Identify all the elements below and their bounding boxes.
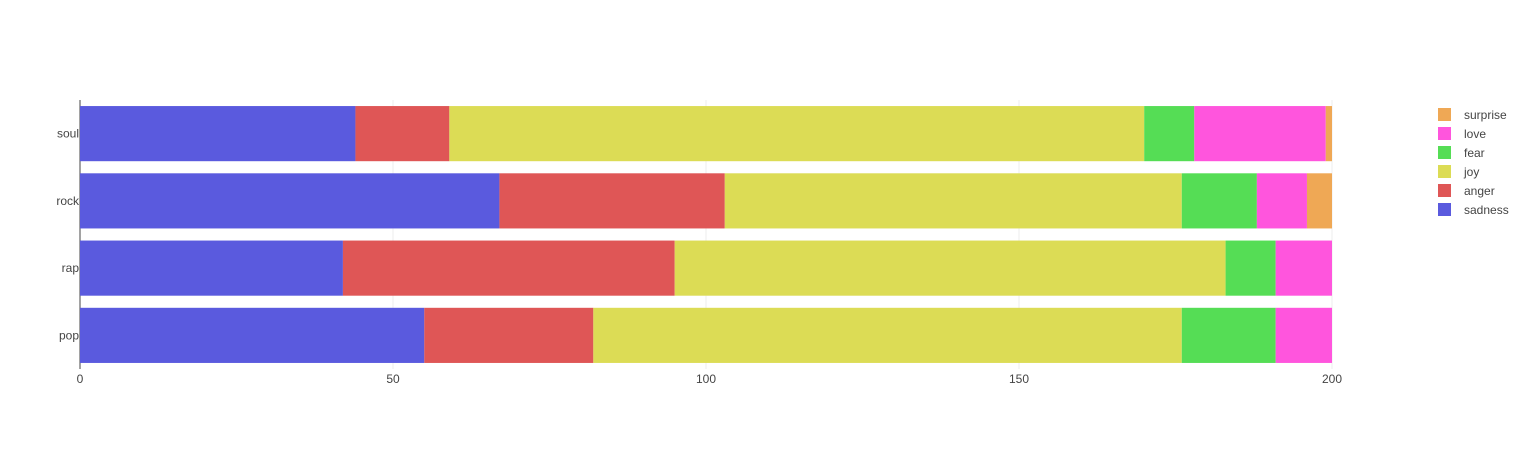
- y-tick-label-soul: soul: [57, 127, 79, 141]
- legend-label-sadness: sadness: [1464, 203, 1509, 217]
- legend-item-anger[interactable]: anger: [1438, 184, 1495, 198]
- legend-item-joy[interactable]: joy: [1438, 165, 1479, 179]
- bar-rap-love[interactable]: [1275, 240, 1332, 296]
- bar-rock-sadness[interactable]: [80, 173, 500, 229]
- legend-item-surprise[interactable]: surprise: [1438, 108, 1507, 122]
- legend-swatch-joy: [1438, 165, 1451, 178]
- bar-pop-love[interactable]: [1275, 307, 1332, 363]
- bar-rock-surprise[interactable]: [1306, 173, 1332, 229]
- x-tick-label-0: 0: [77, 372, 84, 386]
- bar-soul-sadness[interactable]: [80, 106, 356, 162]
- x-tick-label-2: 100: [696, 372, 716, 386]
- bar-pop-fear[interactable]: [1181, 307, 1276, 363]
- bar-pop-sadness[interactable]: [80, 307, 425, 363]
- x-axis-ticks: 0 50 100 150 200: [77, 372, 1343, 386]
- bar-soul-love[interactable]: [1194, 106, 1326, 162]
- bar-rock-love[interactable]: [1256, 173, 1307, 229]
- bar-rock-fear[interactable]: [1181, 173, 1257, 229]
- bar-soul-anger[interactable]: [355, 106, 450, 162]
- legend-item-sadness[interactable]: sadness: [1438, 203, 1509, 217]
- legend-swatch-surprise: [1438, 108, 1451, 121]
- y-tick-label-rap: rap: [62, 261, 80, 275]
- y-tick-label-pop: pop: [59, 328, 79, 342]
- bar-pop-joy[interactable]: [593, 307, 1182, 363]
- bar-rap-joy[interactable]: [674, 240, 1226, 296]
- bar-soul-surprise[interactable]: [1325, 106, 1332, 162]
- y-tick-label-rock: rock: [56, 194, 80, 208]
- bar-soul-fear[interactable]: [1144, 106, 1195, 162]
- bar-soul-joy[interactable]: [449, 106, 1145, 162]
- bars: [80, 106, 1332, 363]
- y-axis-ticks: pop rap rock soul: [56, 127, 80, 343]
- bar-rock-anger[interactable]: [499, 173, 725, 229]
- legend-swatch-fear: [1438, 146, 1451, 159]
- legend-swatch-anger: [1438, 184, 1451, 197]
- legend[interactable]: surprise love fear joy anger sadness: [1438, 108, 1509, 217]
- bar-rock-joy[interactable]: [724, 173, 1182, 229]
- legend-label-fear: fear: [1464, 146, 1485, 160]
- bar-rap-fear[interactable]: [1225, 240, 1276, 296]
- legend-label-anger: anger: [1464, 184, 1495, 198]
- bar-rap-anger[interactable]: [342, 240, 675, 296]
- legend-item-fear[interactable]: fear: [1438, 146, 1485, 160]
- legend-label-love: love: [1464, 127, 1486, 141]
- bar-rap-sadness[interactable]: [80, 240, 343, 296]
- legend-label-surprise: surprise: [1464, 108, 1507, 122]
- x-tick-label-1: 50: [386, 372, 400, 386]
- x-tick-label-4: 200: [1322, 372, 1342, 386]
- x-tick-label-3: 150: [1009, 372, 1029, 386]
- legend-item-love[interactable]: love: [1438, 127, 1486, 141]
- legend-label-joy: joy: [1463, 165, 1479, 179]
- legend-swatch-sadness: [1438, 203, 1451, 216]
- legend-swatch-love: [1438, 127, 1451, 140]
- bar-pop-anger[interactable]: [424, 307, 594, 363]
